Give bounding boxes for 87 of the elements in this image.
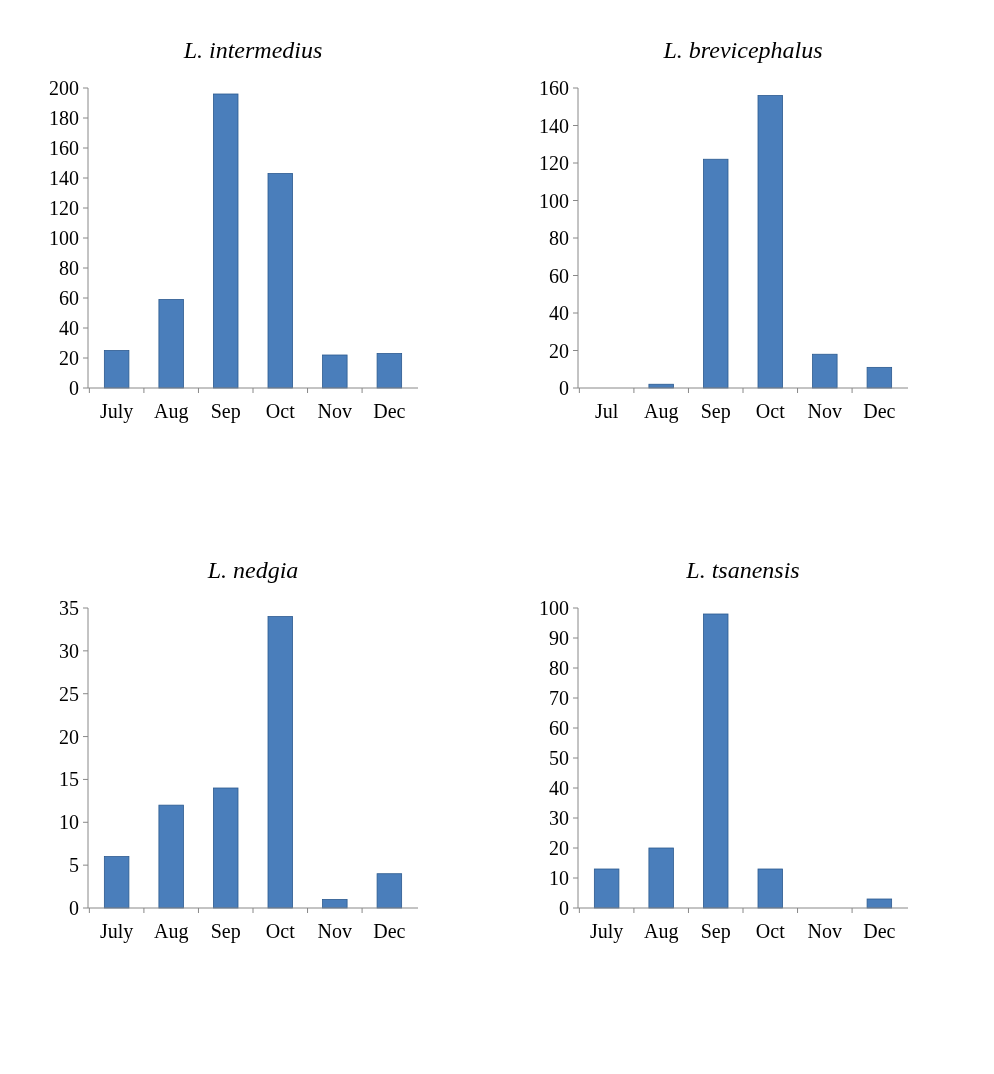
y-tick-label: 80 (549, 227, 569, 249)
y-tick-label: 120 (539, 152, 569, 174)
x-tick-label: Oct (265, 920, 296, 942)
chart-title: L. nedgia (206, 557, 299, 583)
x-tick-label: Dec (863, 400, 896, 422)
bar (757, 95, 783, 389)
y-tick-label: 160 (539, 77, 569, 99)
y-tick-label: 60 (549, 264, 569, 287)
y-tick-label: 20 (59, 347, 79, 369)
x-tick-label: Dec (373, 920, 406, 942)
x-tick-label: Jul (594, 400, 619, 422)
bar (322, 354, 348, 389)
y-tick-label: 140 (539, 114, 569, 137)
bar (703, 613, 729, 909)
bar (158, 804, 184, 909)
y-tick-label: 80 (549, 657, 569, 679)
y-tick-label: 100 (539, 597, 569, 619)
y-tick-label: 35 (59, 597, 79, 619)
x-tick-label: Sep (700, 400, 731, 423)
y-tick-label: 10 (59, 811, 79, 834)
bar (866, 366, 893, 389)
chart-title: L. tsanensis (685, 557, 800, 583)
y-tick-label: 40 (59, 317, 79, 339)
x-tick-label: Dec (863, 920, 896, 942)
bar (103, 350, 130, 389)
y-tick-label: 60 (549, 717, 569, 739)
y-tick-label: 30 (59, 639, 79, 662)
y-tick-label: 20 (549, 837, 569, 859)
bar (267, 173, 293, 389)
bar (376, 873, 403, 909)
bar (593, 868, 620, 909)
x-tick-label: Oct (265, 400, 296, 422)
x-tick-label: July (99, 920, 134, 943)
chart-title: L. brevicephalus (662, 37, 823, 63)
x-tick-label: Aug (643, 920, 679, 943)
y-tick-label: 140 (49, 167, 79, 189)
x-tick-label: Dec (373, 400, 406, 422)
bar (213, 93, 239, 389)
bar (158, 299, 184, 389)
y-tick-label: 25 (59, 682, 79, 705)
y-tick-label: 0 (559, 377, 569, 399)
y-tick-label: 0 (69, 897, 79, 919)
y-tick-label: 20 (59, 725, 79, 748)
bar (703, 158, 729, 389)
bar (757, 868, 783, 909)
x-tick-label: Nov (317, 920, 353, 942)
y-tick-label: 0 (69, 377, 79, 399)
x-tick-label: July (589, 920, 624, 943)
x-tick-label: Sep (700, 920, 731, 943)
y-tick-label: 15 (59, 768, 79, 791)
x-tick-label: Nov (807, 920, 843, 942)
y-tick-label: 40 (549, 777, 569, 799)
y-tick-label: 40 (549, 302, 569, 324)
chart-title: L. intermedius (182, 37, 323, 63)
y-tick-label: 120 (49, 197, 79, 219)
y-tick-label: 0 (559, 897, 569, 919)
y-tick-label: 80 (59, 257, 79, 279)
x-tick-label: Aug (643, 400, 679, 423)
y-tick-label: 10 (549, 867, 569, 889)
x-tick-label: Aug (153, 920, 189, 943)
y-tick-label: 180 (49, 107, 79, 129)
x-tick-label: Sep (210, 400, 241, 423)
y-tick-label: 70 (549, 687, 569, 709)
y-tick-label: 20 (549, 339, 569, 362)
bar (213, 787, 239, 909)
y-tick-label: 160 (49, 137, 79, 159)
y-tick-label: 5 (69, 854, 79, 877)
y-tick-label: 50 (549, 747, 569, 769)
x-tick-label: Nov (317, 400, 353, 422)
y-tick-label: 100 (49, 227, 79, 249)
y-tick-label: 30 (549, 807, 569, 829)
x-tick-label: Sep (210, 920, 241, 943)
bar (866, 898, 893, 909)
bar (103, 856, 130, 909)
bar (812, 353, 838, 389)
x-tick-label: Oct (755, 400, 786, 422)
x-tick-label: Aug (153, 400, 189, 423)
y-tick-label: 200 (49, 77, 79, 99)
bar (267, 616, 293, 909)
y-tick-label: 100 (539, 189, 569, 212)
x-tick-label: Nov (807, 400, 843, 422)
x-tick-label: Oct (755, 920, 786, 942)
y-tick-label: 90 (549, 627, 569, 649)
bar (648, 847, 674, 909)
bar (376, 353, 403, 389)
y-tick-label: 60 (59, 287, 79, 309)
x-tick-label: July (99, 400, 134, 423)
